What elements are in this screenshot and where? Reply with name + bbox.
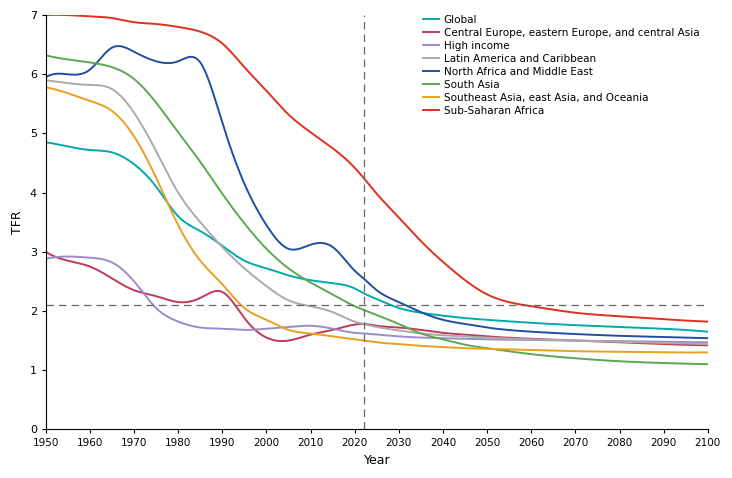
Global (444, 314, 452, 319)
Global (463, 315, 472, 321)
High income (612, 338, 621, 344)
South Asia (444, 337, 452, 343)
High income (703, 339, 712, 345)
High income (545, 337, 553, 343)
High income (464, 336, 473, 342)
Line: Latin America and Caribbean: Latin America and Caribbean (46, 80, 708, 344)
Global (42, 140, 51, 145)
South Asia (42, 53, 51, 58)
Southeast Asia, east Asia, and Oceania (42, 85, 51, 90)
North Africa and Middle East (703, 335, 712, 341)
Y-axis label: TFR: TFR (11, 210, 24, 234)
Sub-Saharan Africa (427, 248, 436, 254)
Line: Global: Global (46, 142, 708, 332)
North Africa and Middle East (82, 69, 91, 75)
Southeast Asia, east Asia, and Oceania (426, 344, 435, 349)
Sub-Saharan Africa (51, 12, 60, 18)
Central Europe, eastern Europe, and central Asia (463, 332, 472, 337)
Southeast Asia, east Asia, and Oceania (543, 348, 552, 353)
Central Europe, eastern Europe, and central Asia (703, 342, 712, 348)
Sub-Saharan Africa (545, 306, 553, 312)
High income (42, 256, 51, 262)
Global (703, 329, 712, 335)
Global (611, 324, 620, 330)
X-axis label: Year: Year (364, 454, 390, 467)
Latin America and Caribbean (611, 339, 620, 345)
Line: South Asia: South Asia (46, 55, 708, 364)
South Asia (543, 353, 552, 359)
Latin America and Caribbean (463, 334, 472, 339)
High income (63, 254, 72, 260)
North Africa and Middle East (464, 322, 473, 327)
South Asia (703, 361, 712, 367)
Central Europe, eastern Europe, and central Asia (426, 328, 435, 334)
Latin America and Caribbean (543, 337, 552, 343)
Line: North Africa and Middle East: North Africa and Middle East (46, 46, 708, 338)
Legend: Global, Central Europe, eastern Europe, and central Asia, High income, Latin Ame: Global, Central Europe, eastern Europe, … (420, 12, 703, 119)
Central Europe, eastern Europe, and central Asia (42, 249, 51, 255)
Latin America and Caribbean (444, 333, 452, 338)
Latin America and Caribbean (426, 331, 435, 337)
Southeast Asia, east Asia, and Oceania (444, 345, 452, 350)
South Asia (463, 342, 472, 348)
Southeast Asia, east Asia, and Oceania (463, 346, 472, 351)
Sub-Saharan Africa (464, 280, 473, 285)
North Africa and Middle East (427, 313, 436, 319)
North Africa and Middle East (42, 75, 51, 80)
Latin America and Caribbean (82, 82, 91, 87)
Sub-Saharan Africa (612, 313, 621, 319)
Southeast Asia, east Asia, and Oceania (703, 349, 712, 355)
Line: High income: High income (46, 257, 708, 342)
High income (83, 255, 92, 261)
High income (427, 335, 436, 341)
Sub-Saharan Africa (444, 264, 453, 270)
Latin America and Caribbean (703, 341, 712, 347)
Southeast Asia, east Asia, and Oceania (611, 349, 620, 355)
North Africa and Middle East (113, 43, 122, 49)
Line: Sub-Saharan Africa: Sub-Saharan Africa (46, 15, 708, 322)
Central Europe, eastern Europe, and central Asia (611, 339, 620, 345)
Global (82, 147, 91, 152)
Southeast Asia, east Asia, and Oceania (82, 97, 91, 103)
Central Europe, eastern Europe, and central Asia (82, 262, 91, 268)
Southeast Asia, east Asia, and Oceania (683, 349, 692, 355)
Central Europe, eastern Europe, and central Asia (444, 330, 452, 336)
Central Europe, eastern Europe, and central Asia (543, 337, 552, 342)
Line: Central Europe, eastern Europe, and central Asia: Central Europe, eastern Europe, and cent… (46, 252, 708, 345)
Line: Southeast Asia, east Asia, and Oceania: Southeast Asia, east Asia, and Oceania (46, 87, 708, 352)
South Asia (611, 358, 620, 364)
North Africa and Middle East (545, 330, 553, 336)
Sub-Saharan Africa (83, 13, 92, 19)
Global (543, 321, 552, 326)
Sub-Saharan Africa (42, 12, 51, 18)
Latin America and Caribbean (42, 77, 51, 83)
High income (444, 336, 453, 341)
Sub-Saharan Africa (703, 319, 712, 325)
North Africa and Middle East (612, 333, 621, 338)
Global (426, 311, 435, 317)
South Asia (426, 333, 435, 339)
South Asia (82, 59, 91, 65)
North Africa and Middle East (444, 318, 453, 324)
